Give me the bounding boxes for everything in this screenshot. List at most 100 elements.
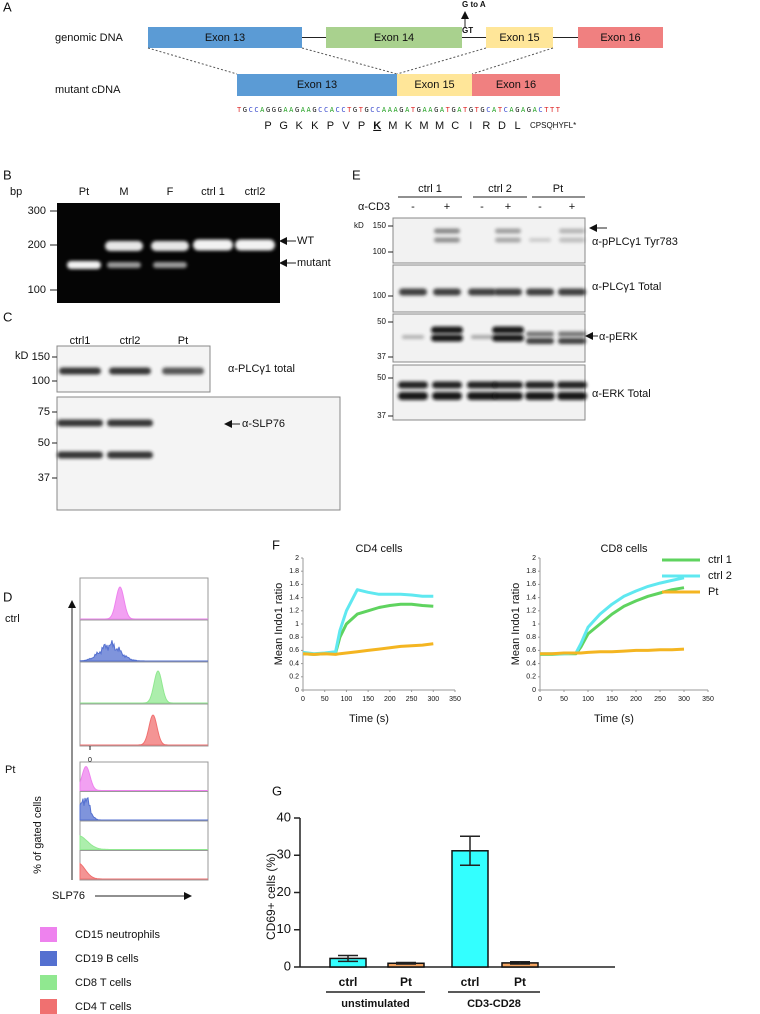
base: C <box>376 106 380 114</box>
base: G <box>451 106 455 114</box>
marker-label: 37 <box>377 352 386 361</box>
band <box>468 288 496 296</box>
marker-label: 100 <box>373 291 387 300</box>
unit-label: kD <box>354 221 364 230</box>
antibody-label: α-ERK Total <box>592 388 651 400</box>
band <box>59 367 101 375</box>
x-tick-label: Pt <box>514 975 526 989</box>
splice-guide <box>471 47 554 75</box>
band <box>492 334 524 342</box>
base: A <box>388 106 393 114</box>
band <box>467 392 497 400</box>
histogram <box>79 797 208 821</box>
marker-label: 50 <box>38 437 50 449</box>
band <box>493 381 523 389</box>
legend-swatch <box>40 999 57 1014</box>
marker-label: 100 <box>373 247 387 256</box>
base: A <box>382 106 387 114</box>
band <box>398 381 428 389</box>
y-axis-label: Mean Indo1 ratio <box>510 583 522 666</box>
marker-label: 200 <box>28 239 46 251</box>
amino-acid: P <box>327 120 334 132</box>
x-tick-label: ctrl <box>461 975 480 989</box>
condition-label: - <box>538 201 542 213</box>
base: A <box>307 106 312 114</box>
base: G <box>399 106 403 114</box>
legend-label: CD15 neutrophils <box>75 929 160 941</box>
legend-swatch <box>40 927 57 942</box>
exon-label: Exon 15 <box>414 79 454 91</box>
amino-acid: P <box>358 120 365 132</box>
band <box>432 392 462 400</box>
base: T <box>347 106 352 114</box>
amino-acid: M <box>388 120 397 132</box>
antibody-label: α-PLCγ1 total <box>228 363 295 375</box>
x-tick-label: 100 <box>582 696 594 703</box>
treatment-label: α-CD3 <box>358 201 390 213</box>
base: A <box>301 106 306 114</box>
base: A <box>492 106 497 114</box>
lane-label: ctrl2 <box>120 335 141 347</box>
base: G <box>278 106 282 114</box>
x-tick-label: 300 <box>678 696 690 703</box>
band <box>495 228 521 234</box>
amino-acid: M <box>419 120 428 132</box>
legend-label: CD19 B cells <box>75 953 139 965</box>
panel-label: D <box>3 589 12 604</box>
histogram <box>80 714 208 746</box>
base: C <box>324 106 328 114</box>
band <box>153 262 187 268</box>
band <box>235 239 275 251</box>
y-tick-label: 40 <box>277 809 291 824</box>
series-line <box>302 642 434 656</box>
band <box>558 338 586 344</box>
group-label: Pt <box>5 764 15 776</box>
y-tick-label: 1.8 <box>289 568 299 575</box>
x-axis-label: Time (s) <box>349 713 389 725</box>
mutation-label: G to A <box>462 0 486 9</box>
histogram-row <box>79 850 209 881</box>
group-label: ctrl 2 <box>488 183 512 195</box>
y-tick-label: 0.6 <box>526 647 536 654</box>
legend-label: ctrl 2 <box>708 570 732 582</box>
frameshift: CPSQHYFL* <box>530 121 576 130</box>
amino-acid: R <box>482 120 490 132</box>
band <box>431 326 463 334</box>
base: A <box>521 106 526 114</box>
marker-label: 300 <box>28 205 46 217</box>
base: G <box>365 106 369 114</box>
group-label: ctrl <box>5 613 20 625</box>
panel-label: B <box>3 167 12 182</box>
band <box>525 381 555 389</box>
row-label: genomic DNA <box>55 32 124 44</box>
band <box>432 381 462 389</box>
lane-label: F <box>167 186 174 198</box>
amino-acid: C <box>451 120 459 132</box>
y-tick-label: 1 <box>295 621 299 628</box>
condition-label: + <box>569 201 575 213</box>
base: C <box>504 106 508 114</box>
legend-label: CD8 T cells <box>75 977 132 989</box>
band <box>105 241 143 251</box>
base: A <box>289 106 294 114</box>
base: C <box>254 106 258 114</box>
group-label: Pt <box>553 183 563 195</box>
band <box>107 451 153 459</box>
base: T <box>237 106 242 114</box>
band <box>107 419 153 427</box>
base: A <box>260 106 265 114</box>
exon <box>486 27 553 48</box>
y-tick-label: 1 <box>532 621 536 628</box>
antibody-label: α-pPLCγ1 Tyr783 <box>592 236 678 248</box>
base: A <box>509 106 514 114</box>
amino-acid: K <box>296 120 304 132</box>
base: C <box>249 106 253 114</box>
amino-acid: K <box>405 120 413 132</box>
amino-acid: G <box>279 120 288 132</box>
x-tick-label: 250 <box>406 696 418 703</box>
band <box>107 262 141 268</box>
x-tick-label: 100 <box>341 696 353 703</box>
gel <box>57 203 280 303</box>
band <box>558 288 586 296</box>
